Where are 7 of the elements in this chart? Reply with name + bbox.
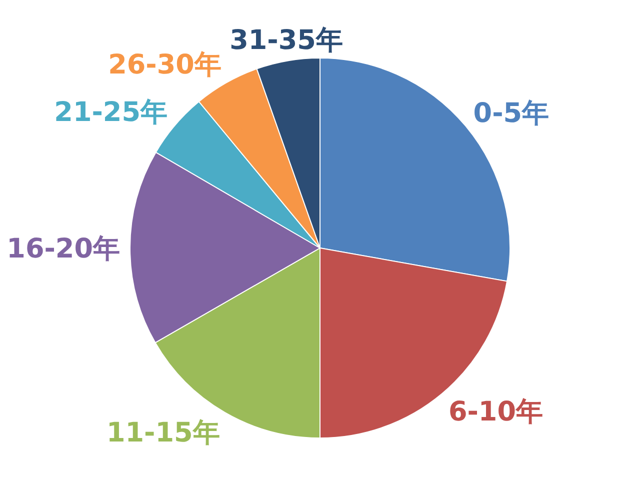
slice-label: 11-15年 xyxy=(106,417,220,448)
slice-label: 16-20年 xyxy=(6,233,120,264)
slice-label: 26-30年 xyxy=(108,50,222,81)
slice-label: 21-25年 xyxy=(54,96,168,128)
slice-label: 31-35年 xyxy=(230,25,343,56)
slice-label: 0-5年 xyxy=(473,98,550,129)
slice-label: 6-10年 xyxy=(448,396,544,428)
